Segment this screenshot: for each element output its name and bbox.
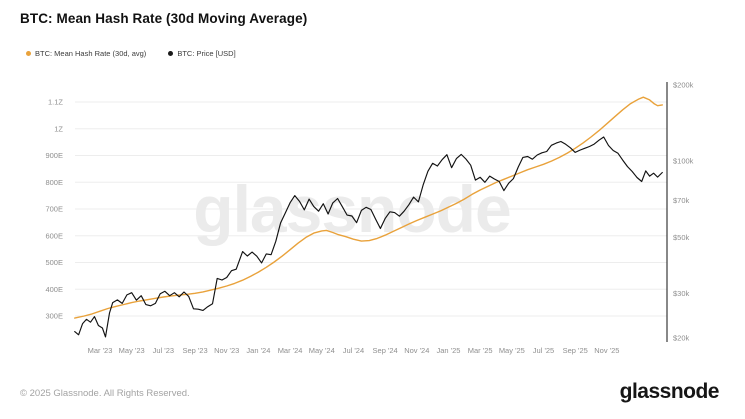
chart-title: BTC: Mean Hash Rate (30d Moving Average) (20, 11, 308, 26)
x-tick-label: Jul '24 (343, 346, 364, 355)
x-tick-label: May '23 (119, 346, 145, 355)
legend-item-price[interactable]: BTC: Price [USD] (168, 49, 236, 58)
copyright-text: © 2025 Glassnode. All Rights Reserved. (20, 388, 190, 399)
x-tick-label: May '24 (309, 346, 335, 355)
y-right-tick-label: $50k (673, 233, 690, 242)
x-tick-label: Sep '23 (182, 346, 207, 355)
y-left-tick-label: 400E (45, 285, 63, 294)
legend-label-price: BTC: Price [USD] (177, 49, 236, 58)
x-tick-label: Mar '25 (468, 346, 493, 355)
y-left-tick-label: 1.1Z (48, 98, 63, 107)
y-right-tick-label: $30k (673, 289, 690, 298)
x-tick-label: Sep '24 (373, 346, 398, 355)
legend-item-hash-rate[interactable]: BTC: Mean Hash Rate (30d, avg) (26, 49, 146, 58)
x-tick-label: Mar '24 (278, 346, 303, 355)
x-tick-label: May '25 (499, 346, 525, 355)
y-left-tick-label: 300E (45, 312, 63, 321)
x-tick-label: Sep '25 (563, 346, 588, 355)
legend-swatch-hash-rate-icon (26, 51, 31, 56)
y-right-tick-label: $20k (673, 334, 690, 343)
y-left-tick-label: 600E (45, 231, 63, 240)
y-right-tick-label: $70k (673, 196, 690, 205)
price-line (74, 136, 663, 338)
y-left-tick-label: 800E (45, 178, 63, 187)
chart-legend: BTC: Mean Hash Rate (30d, avg) BTC: Pric… (26, 49, 236, 58)
x-tick-label: Jul '25 (533, 346, 554, 355)
legend-swatch-price-icon (168, 51, 174, 56)
x-tick-label: Nov '23 (214, 346, 239, 355)
y-right-tick-label: $100k (673, 157, 694, 166)
y-left-tick-label: 500E (45, 258, 63, 267)
x-tick-label: Nov '25 (594, 346, 619, 355)
legend-label-hash-rate: BTC: Mean Hash Rate (30d, avg) (35, 49, 147, 58)
y-right-tick-label: $200k (673, 81, 694, 90)
glassnode-watermark: glassnode (193, 172, 510, 246)
x-tick-label: Jan '25 (437, 346, 461, 355)
y-left-tick-label: 1Z (54, 124, 63, 133)
x-tick-label: Jul '23 (153, 346, 174, 355)
x-tick-label: Mar '23 (88, 346, 113, 355)
x-tick-label: Nov '24 (404, 346, 429, 355)
x-tick-label: Jan '24 (246, 346, 270, 355)
y-left-tick-label: 900E (45, 151, 63, 160)
glassnode-logo: glassnode (619, 380, 720, 403)
y-left-tick-label: 700E (45, 205, 63, 214)
